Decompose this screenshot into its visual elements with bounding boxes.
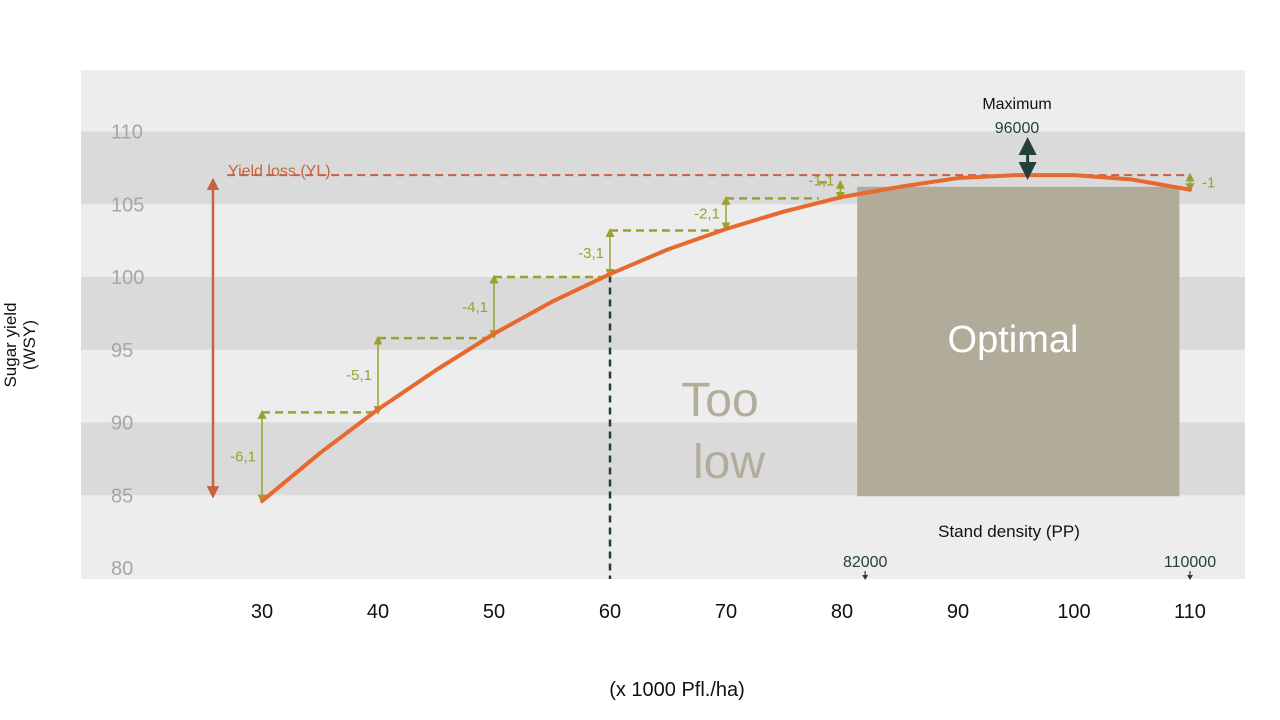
marker-arrowhead bbox=[862, 575, 869, 580]
x-tick-label: 90 bbox=[947, 601, 969, 623]
y-tick-label: 110 bbox=[111, 122, 143, 144]
step-label: -6,1 bbox=[230, 449, 256, 466]
step-label: -3,1 bbox=[578, 245, 604, 262]
too-low-label-line1: Too bbox=[681, 374, 758, 427]
x-axis-title: (x 1000 Pfl./ha) bbox=[609, 679, 745, 701]
marker-arrowhead bbox=[1187, 575, 1193, 580]
stand-density-marker-label: 82000 bbox=[843, 554, 888, 571]
too-low-label-line2: low bbox=[693, 436, 765, 489]
stand-density-label: Stand density (PP) bbox=[938, 522, 1080, 541]
x-tick-label: 60 bbox=[599, 601, 621, 623]
y-tick-label: 95 bbox=[111, 340, 133, 362]
optimal-zone bbox=[857, 186, 1180, 497]
step-label: -1 bbox=[1202, 174, 1215, 191]
y-tick-label: 90 bbox=[111, 413, 133, 435]
step-label: -1,1 bbox=[809, 172, 835, 189]
step-label: -4,1 bbox=[462, 299, 488, 316]
maximum-label: Maximum bbox=[982, 96, 1051, 113]
x-tick-label: 110 bbox=[1174, 601, 1206, 623]
y-tick-label: 85 bbox=[111, 485, 133, 507]
x-tick-label: 70 bbox=[715, 601, 737, 623]
x-tick-label: 30 bbox=[251, 601, 273, 623]
y-tick-label: 105 bbox=[111, 194, 144, 216]
step-label: -2,1 bbox=[694, 206, 720, 223]
y-tick-label: 80 bbox=[111, 558, 133, 580]
x-tick-label: 100 bbox=[1057, 601, 1090, 623]
yield-loss-label: Yield loss (YL) bbox=[228, 163, 331, 180]
y-tick-label: 100 bbox=[111, 267, 144, 289]
stand-density-marker-label: 110000 bbox=[1164, 554, 1216, 571]
x-tick-label: 80 bbox=[831, 601, 853, 623]
maximum-value: 96000 bbox=[995, 120, 1040, 137]
x-tick-label: 50 bbox=[483, 601, 505, 623]
step-label: -5,1 bbox=[346, 367, 372, 384]
x-tick-label: 40 bbox=[367, 601, 389, 623]
optimal-zone-label: Optimal bbox=[948, 319, 1079, 361]
